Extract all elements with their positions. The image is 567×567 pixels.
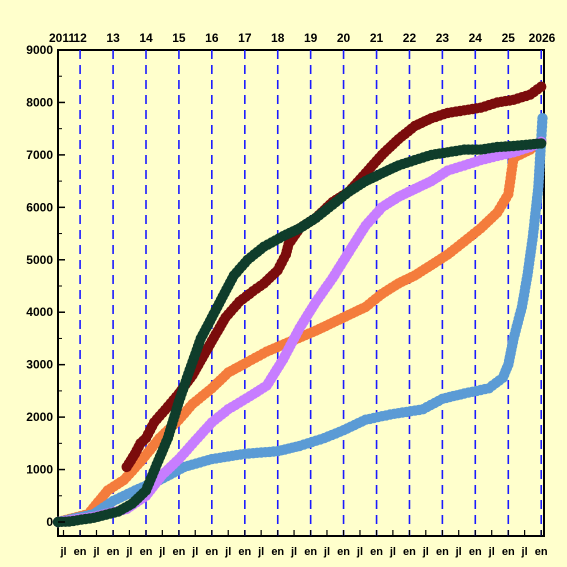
y-tick-label-2: 2000 [26,410,53,424]
y-tick-label-6: 6000 [26,200,53,214]
month-label-2: jl [92,546,99,558]
month-label-21: en [403,546,416,558]
month-label-9: en [205,546,218,558]
month-label-8: jl [191,546,198,558]
month-label-1: en [74,546,87,558]
series-4 [52,138,547,528]
series-layer [52,81,548,528]
month-label-12: jl [257,546,264,558]
month-label-7: en [172,546,185,558]
year-label-10: 21 [370,31,384,45]
month-label-6: jl [158,546,165,558]
year-label-14: 25 [502,31,516,45]
month-label-19: en [370,546,383,558]
y-tick-label-3: 3000 [26,358,53,372]
month-label-27: en [502,546,515,558]
y-tick-label-4: 4000 [26,305,53,319]
series-4-point [536,138,547,149]
month-label-13: en [271,546,284,558]
series-1-point [537,113,548,124]
year-label-5: 16 [205,31,219,45]
month-label-26: jl [488,546,495,558]
month-label-17: en [337,546,350,558]
month-label-10: jl [224,546,231,558]
month-label-22: jl [422,546,429,558]
year-label-11: 22 [403,31,417,45]
y-tick-label-7: 7000 [26,148,53,162]
month-label-4: jl [125,546,132,558]
year-label-15: 2026 [529,31,556,45]
y-tick-label-1: 1000 [26,463,53,477]
year-label-6: 17 [238,31,252,45]
month-label-25: en [469,546,482,558]
month-label-14: jl [290,546,297,558]
year-label-8: 19 [304,31,318,45]
month-label-11: en [238,546,251,558]
month-label-5: en [140,546,153,558]
year-label-7: 18 [271,31,285,45]
series-3-point [536,81,547,92]
month-label-20: jl [389,546,396,558]
month-label-24: jl [455,546,462,558]
x-axis-month-labels: jl en jl en jl en jl en jl en jl en jl en jl en jl en jl en… [59,530,548,558]
year-label-13: 24 [469,31,483,45]
year-label-3: 14 [139,31,153,45]
month-label-16: jl [323,546,330,558]
month-label-15: en [304,546,317,558]
year-label-2: 13 [106,31,120,45]
year-label-1: 12 [73,31,87,45]
y-tick-label-5: 5000 [26,253,53,267]
y-tick-label-9: 9000 [26,43,53,57]
month-label-23: en [436,546,449,558]
month-label-18: jl [356,546,363,558]
y-axis: 0 1000 2000 3000 4000 5000 6000 7000 8000 9000 [26,43,65,529]
y-tick-label-0: 0 [46,515,53,529]
year-label-0: 2011 [49,31,75,45]
month-label-28: jl [521,546,528,558]
year-label-12: 23 [436,31,450,45]
year-label-9: 20 [337,31,351,45]
year-label-4: 15 [172,31,186,45]
y-tick-label-8: 8000 [26,95,53,109]
month-label-3: en [107,546,120,558]
month-label-29: en [535,546,548,558]
month-label-0: jl [59,546,66,558]
